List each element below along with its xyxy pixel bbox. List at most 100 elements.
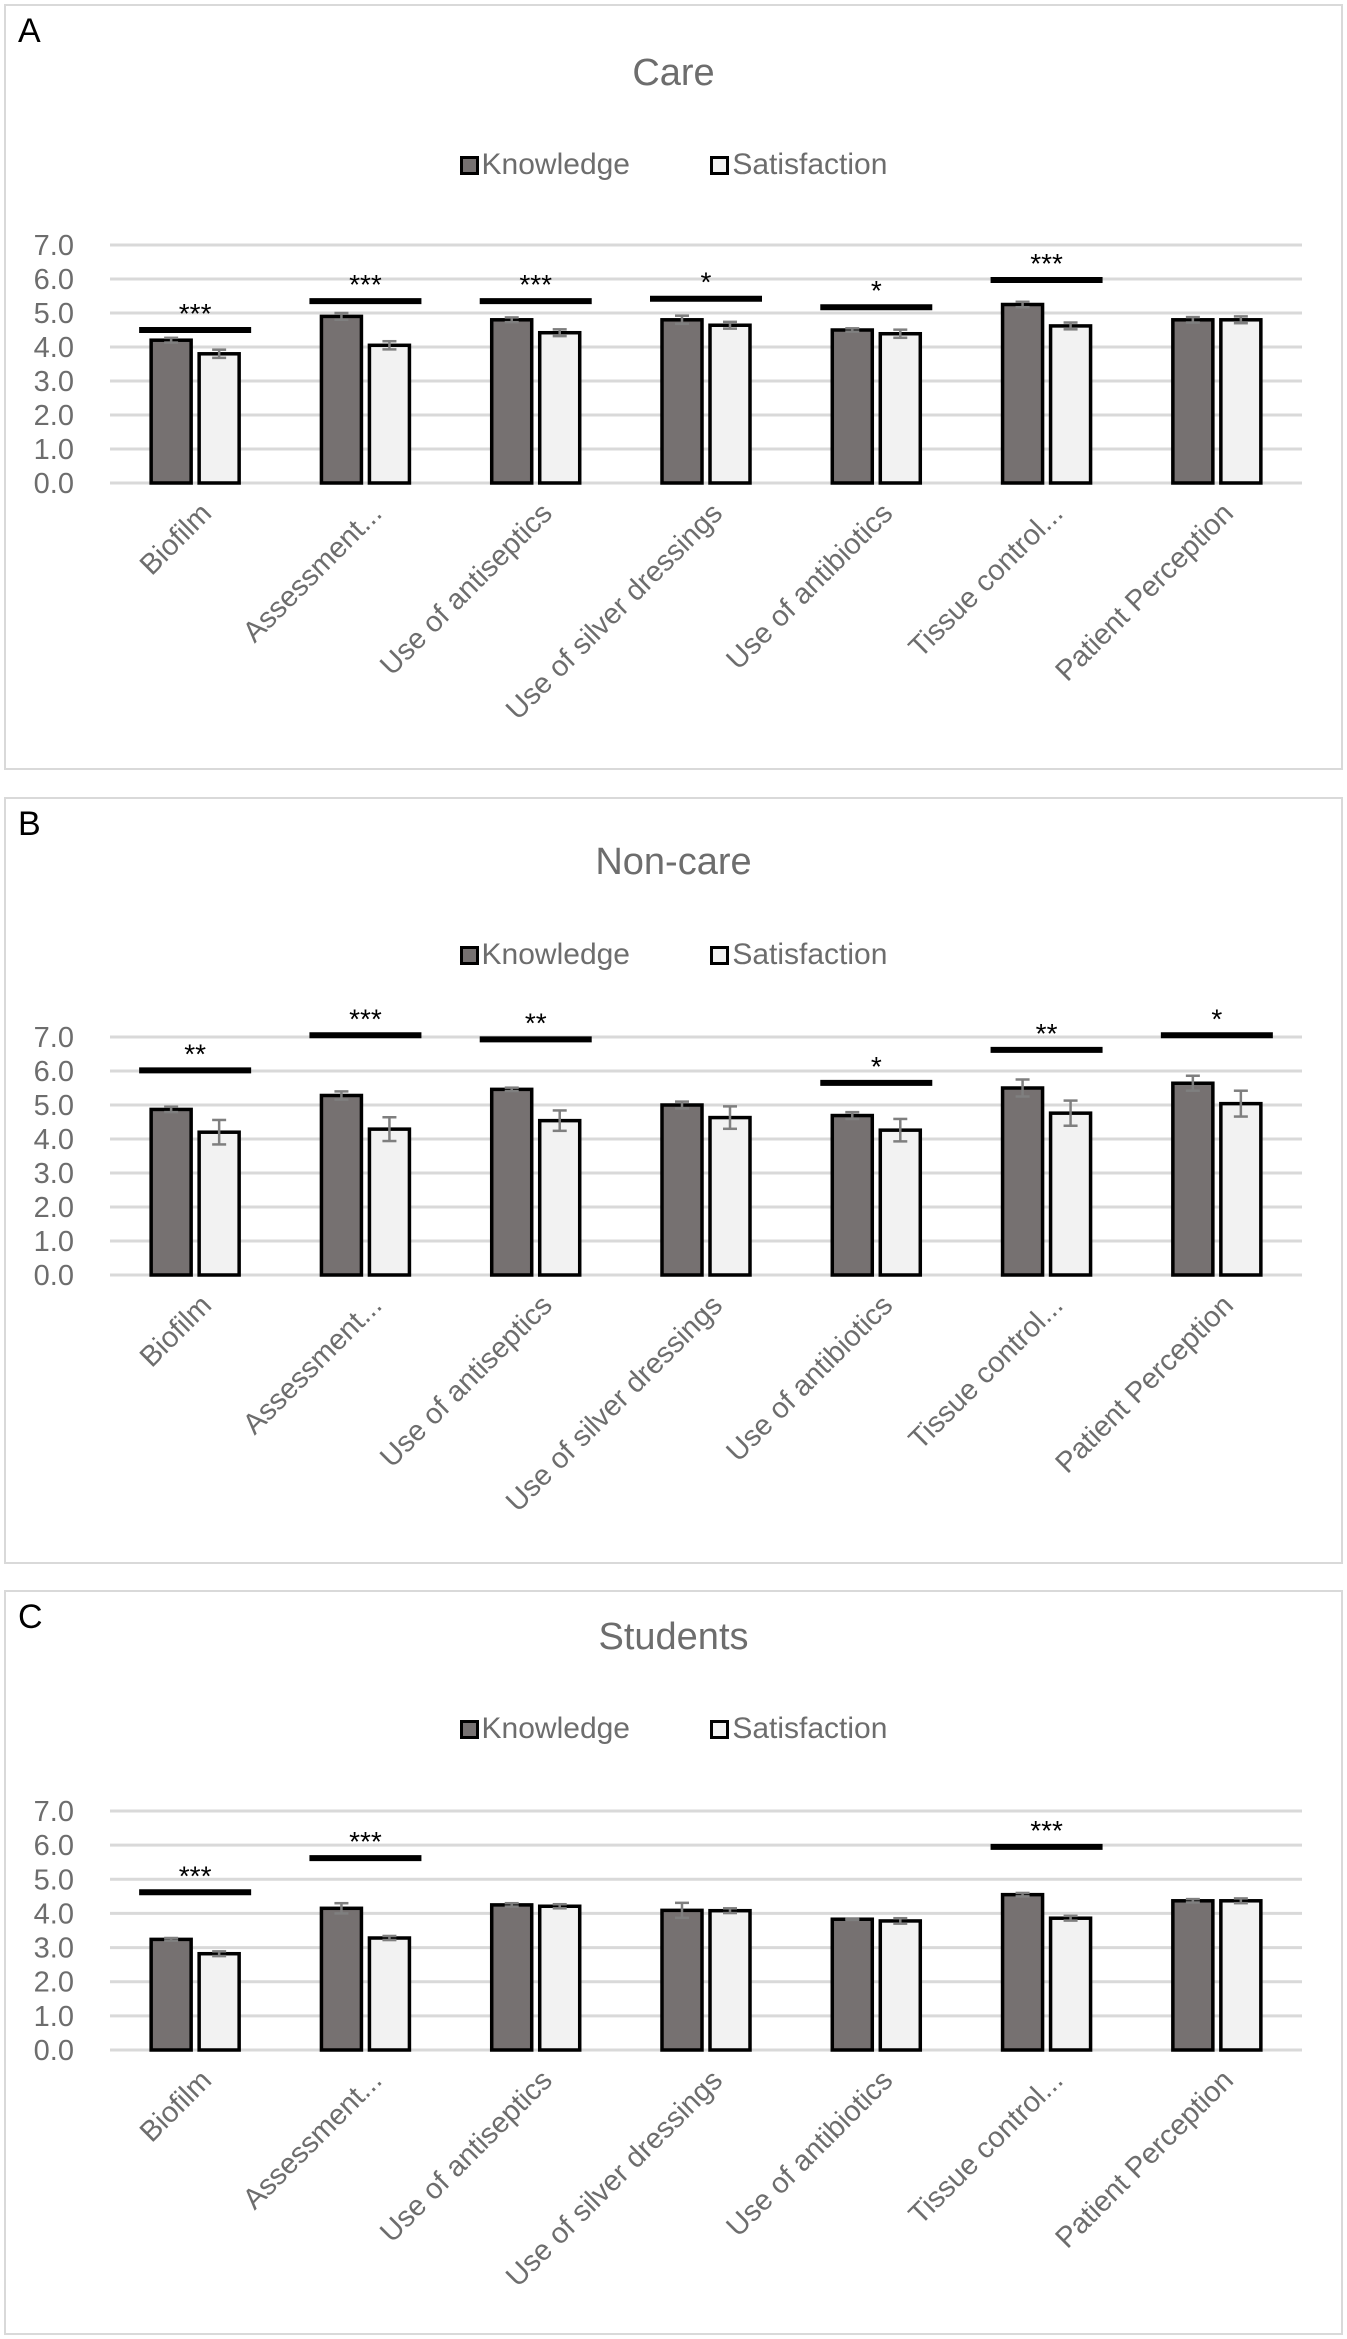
error-bar (893, 1117, 908, 1143)
bar-satisfaction (537, 1904, 582, 2052)
significance-label: ** (1036, 1018, 1058, 1049)
bar-satisfaction (367, 1936, 412, 2052)
error-bar (1185, 315, 1200, 324)
significance-label: *** (519, 269, 552, 300)
error-bar (212, 1950, 227, 1958)
error-bar (382, 1115, 397, 1143)
significance-label: * (1211, 1003, 1222, 1034)
x-tick-label: Patient Perception (1050, 497, 1240, 687)
legend-item-satisfaction: Satisfaction (710, 1712, 887, 1746)
y-tick-label: 7.0 (34, 1796, 74, 1828)
panel-c: C Students Knowledge Satisfaction 0.0 1.0… (4, 1590, 1343, 2335)
significance-label: *** (349, 1003, 382, 1034)
error-bar (504, 316, 519, 324)
bar-knowledge (149, 1107, 193, 1277)
y-tick-label: 7.0 (34, 1022, 74, 1054)
chart-title: Non-care (595, 841, 752, 883)
x-tick-label: Assessment... (237, 1289, 388, 1440)
error-bar (212, 1118, 227, 1146)
bar-knowledge (489, 1087, 534, 1277)
y-tick-label: 4.0 (34, 332, 74, 364)
y-tick-label: 6.0 (34, 1830, 74, 1862)
significance-label: * (871, 1051, 882, 1082)
bar-satisfaction (1219, 318, 1263, 485)
y-tick-label: 1.0 (34, 2001, 74, 2033)
bar-knowledge (1171, 1081, 1215, 1277)
significance-label: *** (179, 298, 212, 329)
y-tick-label: 7.0 (34, 230, 74, 262)
y-tick-label: 0.0 (34, 468, 74, 500)
legend-item-knowledge: Knowledge (459, 938, 630, 972)
y-tick-label: 4.0 (34, 1898, 74, 1930)
error-bar (552, 1109, 567, 1133)
bar-knowledge (1000, 1892, 1045, 2052)
legend: Knowledge Satisfaction (6, 1712, 1341, 1747)
error-bar (1063, 1099, 1078, 1127)
x-tick-label: Biofilm (134, 497, 218, 581)
error-bar (1233, 1089, 1248, 1118)
bar-satisfaction (878, 1128, 923, 1277)
x-tick-label: Assessment... (237, 2064, 388, 2215)
bar-satisfaction (708, 1908, 752, 2052)
error-bar (1015, 1078, 1030, 1098)
x-tick-label: Biofilm (134, 1289, 218, 1373)
y-tick-label: 0.0 (34, 1260, 74, 1292)
error-bar (675, 1100, 689, 1110)
error-bar (504, 1901, 519, 1908)
satisfaction-swatch-icon (710, 155, 730, 175)
significance-label: * (701, 267, 712, 298)
error-bar (334, 1901, 349, 1915)
bar-knowledge (319, 1093, 364, 1277)
error-bar (845, 1917, 860, 1922)
legend-label: Knowledge (481, 1712, 630, 1745)
error-bar (1233, 315, 1248, 325)
legend-item-satisfaction: Satisfaction (710, 148, 887, 182)
bar-satisfaction (1048, 1111, 1093, 1277)
panel-letter: C (18, 1598, 43, 1636)
x-tick-label: Use of antibiotics (720, 497, 899, 676)
y-tick-label: 5.0 (34, 1864, 74, 1896)
bar-knowledge (1171, 1899, 1215, 2052)
y-tick-label: 5.0 (34, 1090, 74, 1122)
error-bar (504, 1086, 519, 1093)
bar-satisfaction (1219, 1101, 1263, 1277)
bar-knowledge (1000, 1086, 1045, 1277)
bar-knowledge (149, 1937, 193, 2052)
x-tick-label: Use of antibiotics (720, 2064, 899, 2243)
bar-knowledge (830, 1113, 875, 1277)
error-bar (164, 1105, 179, 1114)
significance-label: *** (349, 269, 382, 300)
legend-label: Knowledge (481, 148, 630, 181)
bar-satisfaction (197, 1951, 241, 2052)
y-tick-label: 6.0 (34, 1056, 74, 1088)
error-bar (845, 1110, 860, 1121)
bar-knowledge (1000, 302, 1045, 485)
significance-label: * (871, 275, 882, 306)
y-tick-label: 4.0 (34, 1124, 74, 1156)
bar-satisfaction (367, 1127, 412, 1277)
significance-label: *** (349, 1826, 382, 1857)
chart-title: Care (632, 52, 715, 94)
error-bar (723, 320, 737, 330)
x-tick-label: Tissue control... (903, 497, 1070, 664)
y-tick-label: 1.0 (34, 1226, 74, 1258)
bar-satisfaction (708, 1115, 752, 1277)
satisfaction-swatch-icon (710, 945, 730, 965)
x-tick-label: Tissue control... (903, 1289, 1070, 1456)
significance-label: ** (184, 1038, 206, 1069)
bar-knowledge (149, 338, 193, 485)
bar-satisfaction (367, 343, 412, 485)
y-tick-label: 0.0 (34, 2035, 74, 2067)
x-tick-label: Patient Perception (1050, 1289, 1240, 1479)
bar-chart: 0.01.02.03.04.05.06.07.0 Biofilm Assessmen… (34, 1796, 1302, 2293)
y-tick-label: 2.0 (34, 1192, 74, 1224)
bar-chart: 0.01.02.03.04.05.06.07.0 Biofilm Assessmen… (34, 230, 1302, 726)
bar-satisfaction (1048, 324, 1093, 485)
error-bar (675, 314, 689, 326)
x-tick-label: Use of antiseptics (374, 1289, 558, 1473)
y-tick-label: 3.0 (34, 1933, 74, 1965)
significance-label: *** (1030, 248, 1063, 279)
x-tick-label: Use of antiseptics (374, 497, 558, 681)
bar-knowledge (489, 318, 534, 485)
bar-knowledge (830, 1917, 875, 2052)
